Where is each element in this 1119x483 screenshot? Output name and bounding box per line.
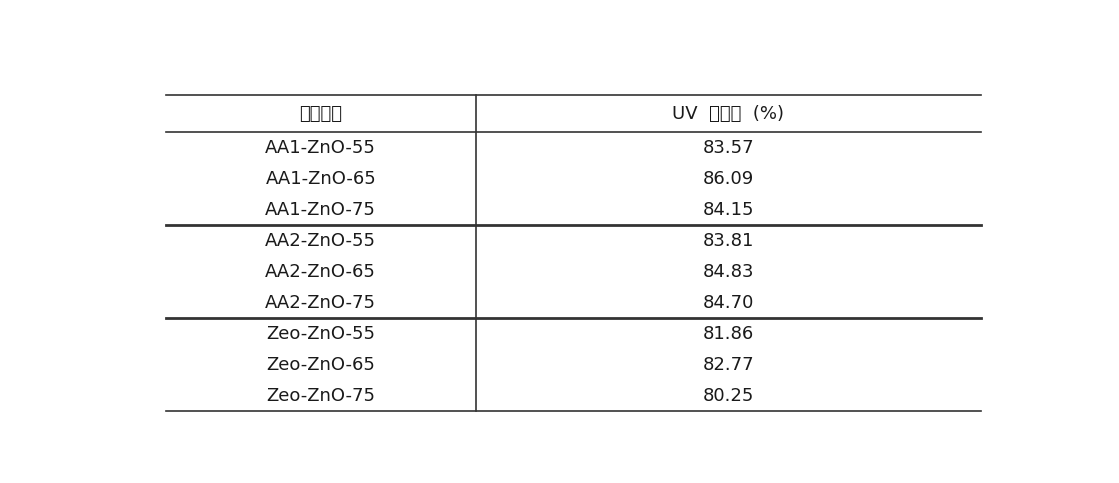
Text: 80.25: 80.25 — [703, 387, 754, 405]
Text: 84.70: 84.70 — [703, 294, 754, 312]
Text: AA1-ZnO-65: AA1-ZnO-65 — [265, 170, 376, 188]
Text: Zeo-ZnO-65: Zeo-ZnO-65 — [266, 356, 375, 374]
Text: 86.09: 86.09 — [703, 170, 754, 188]
Text: AA2-ZnO-55: AA2-ZnO-55 — [265, 232, 376, 250]
Text: Zeo-ZnO-75: Zeo-ZnO-75 — [266, 387, 375, 405]
Text: 82.77: 82.77 — [703, 356, 754, 374]
Text: AA2-ZnO-75: AA2-ZnO-75 — [265, 294, 376, 312]
Text: 84.15: 84.15 — [703, 201, 754, 219]
Text: 84.83: 84.83 — [703, 263, 754, 281]
Text: Zeo-ZnO-55: Zeo-ZnO-55 — [266, 325, 375, 343]
Text: 시트종류: 시트종류 — [299, 105, 342, 123]
Text: AA1-ZnO-55: AA1-ZnO-55 — [265, 139, 376, 157]
Text: AA2-ZnO-65: AA2-ZnO-65 — [265, 263, 376, 281]
Text: 81.86: 81.86 — [703, 325, 754, 343]
Text: UV  차단율  (%): UV 차단율 (%) — [673, 105, 784, 123]
Text: 83.81: 83.81 — [703, 232, 754, 250]
Text: AA1-ZnO-75: AA1-ZnO-75 — [265, 201, 376, 219]
Text: 83.57: 83.57 — [703, 139, 754, 157]
